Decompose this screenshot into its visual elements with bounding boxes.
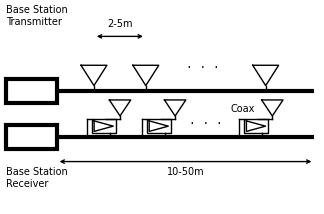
Text: Coax: Coax	[230, 104, 254, 114]
Bar	[146, 119, 171, 133]
Text: . . .: . . .	[186, 60, 219, 70]
Text: 2-5m: 2-5m	[107, 19, 133, 29]
Text: 10-50m: 10-50m	[167, 167, 204, 177]
Bar	[6, 125, 57, 149]
Bar	[244, 119, 268, 133]
Bar	[6, 79, 57, 103]
Bar	[92, 119, 116, 133]
Text: . . .: . . .	[189, 116, 223, 126]
Text: Base Station
Receiver: Base Station Receiver	[6, 167, 68, 189]
Text: Base Station
Transmitter: Base Station Transmitter	[6, 5, 68, 27]
